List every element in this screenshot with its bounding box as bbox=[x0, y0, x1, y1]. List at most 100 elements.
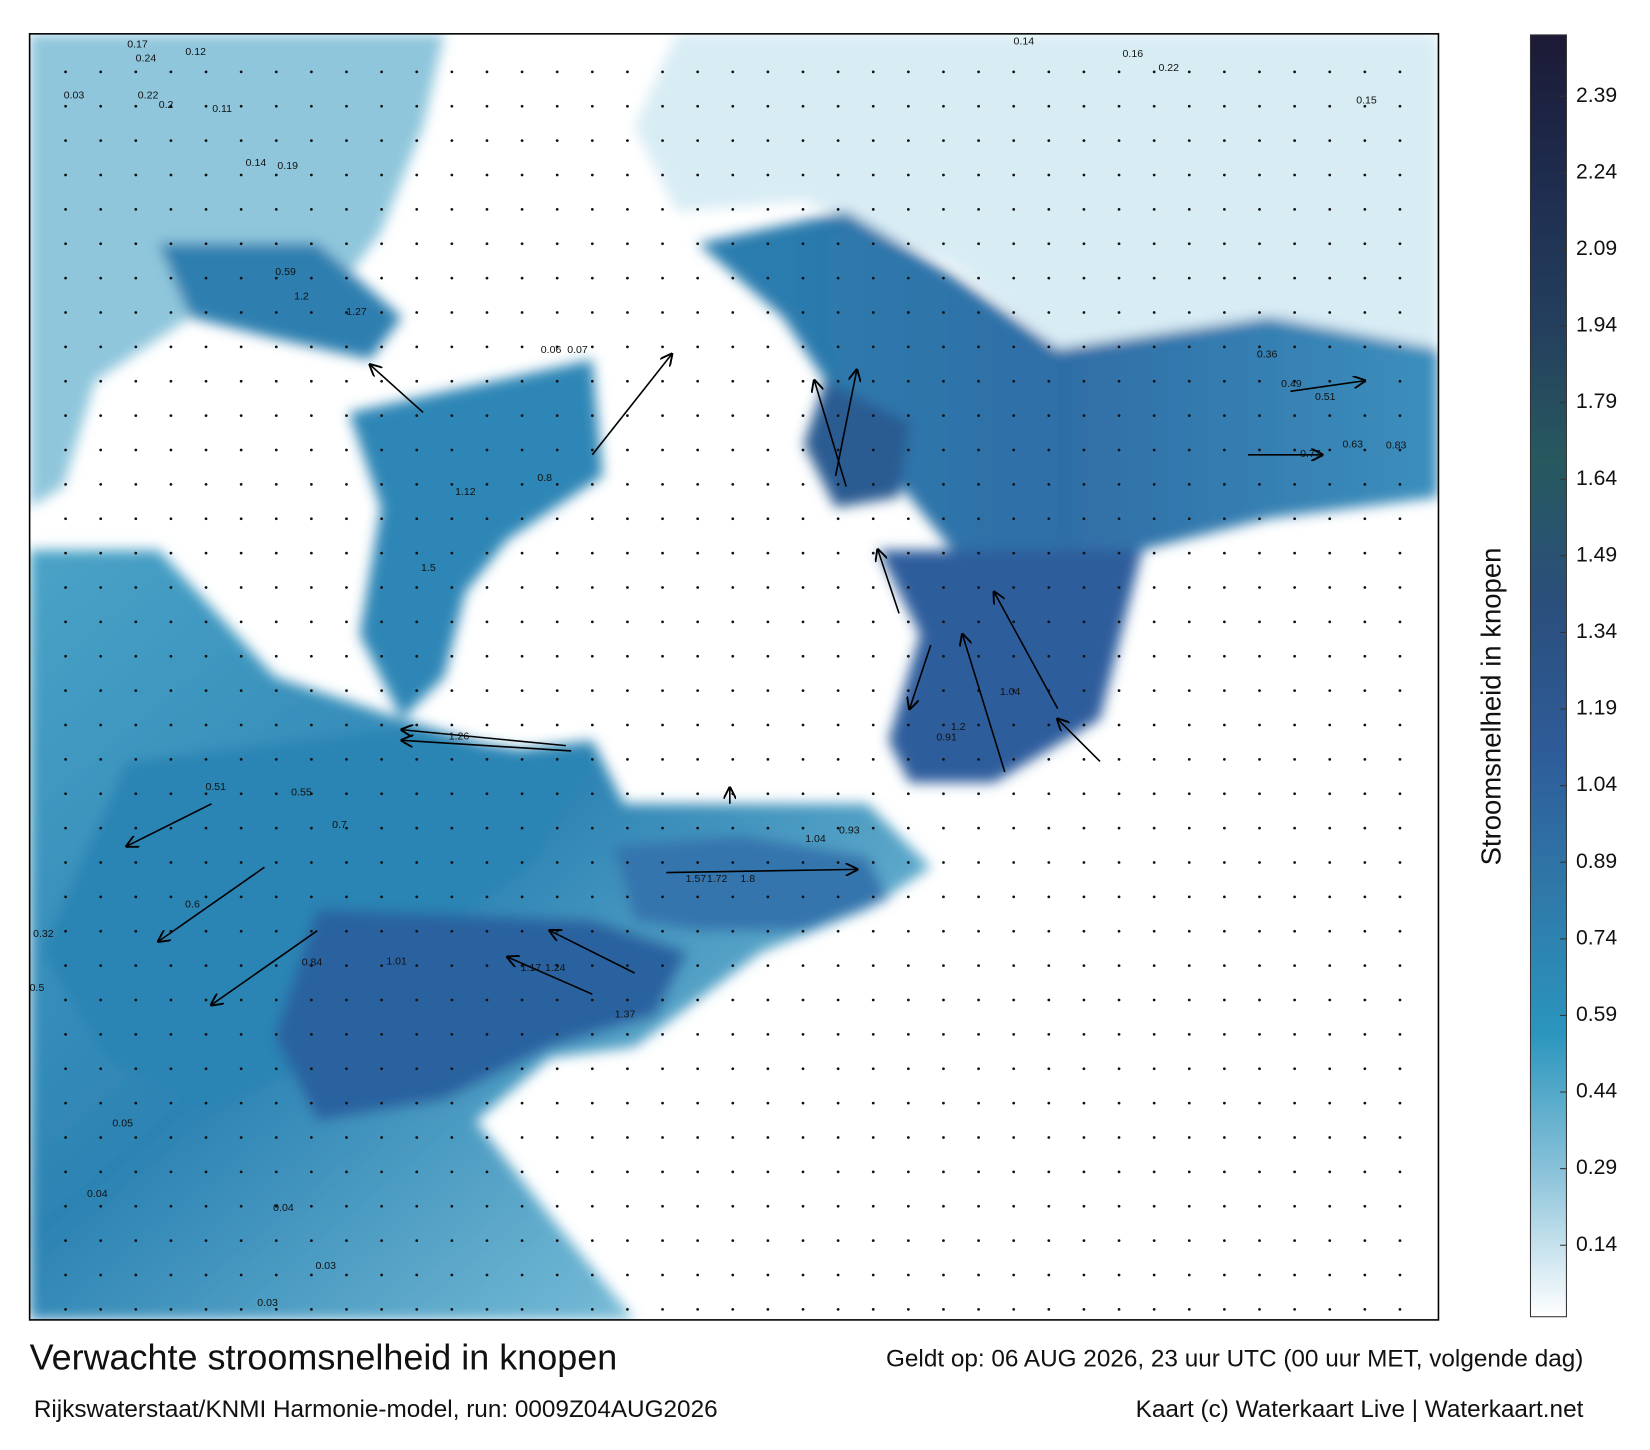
grid-dot bbox=[871, 723, 875, 727]
grid-dot bbox=[450, 792, 454, 796]
grid-dot bbox=[626, 379, 629, 383]
grid-dot bbox=[942, 173, 945, 177]
grid-dot bbox=[380, 895, 383, 899]
grid-dot bbox=[1258, 345, 1261, 349]
grid-dot bbox=[274, 757, 278, 761]
grid-dot bbox=[590, 723, 594, 727]
grid-dot bbox=[450, 448, 454, 452]
grid-dot bbox=[415, 689, 419, 693]
grid-dot bbox=[274, 208, 278, 211]
grid-dot bbox=[134, 826, 138, 830]
grid-dot bbox=[1328, 551, 1332, 555]
grid-dot bbox=[415, 757, 419, 761]
grid-dot bbox=[520, 70, 524, 74]
grid-dot bbox=[169, 895, 173, 899]
grid-dot bbox=[555, 1101, 559, 1105]
grid-dot bbox=[204, 139, 208, 143]
grid-dot bbox=[204, 242, 208, 246]
current-arrow bbox=[508, 957, 593, 995]
grid-dot bbox=[1363, 895, 1367, 899]
map-title: Verwachte stroomsnelheid in knopen bbox=[30, 1337, 618, 1378]
grid-dot bbox=[1328, 139, 1332, 143]
grid-dot bbox=[310, 379, 313, 383]
grid-dot bbox=[64, 276, 67, 280]
grid-dot bbox=[836, 448, 840, 452]
grid-dot bbox=[64, 242, 67, 246]
grid-dot bbox=[590, 242, 594, 246]
grid-dot bbox=[906, 1170, 910, 1174]
grid-dot bbox=[239, 1273, 243, 1277]
grid-dot bbox=[345, 586, 348, 589]
grid-dot bbox=[1082, 208, 1086, 211]
grid-dot bbox=[310, 276, 313, 280]
grid-dot bbox=[555, 792, 559, 796]
grid-dot bbox=[871, 242, 875, 246]
grid-dot bbox=[345, 689, 348, 693]
grid-dot bbox=[134, 1273, 138, 1277]
grid-dot bbox=[1117, 1204, 1121, 1208]
grid-dot bbox=[801, 517, 805, 521]
grid-dot bbox=[1328, 379, 1332, 383]
grid-dot bbox=[906, 1101, 910, 1105]
grid-dot bbox=[1012, 414, 1016, 418]
grid-dot bbox=[415, 895, 419, 899]
grid-dot bbox=[942, 242, 945, 246]
grid-dot bbox=[415, 1067, 419, 1071]
speed-label: 1.5 bbox=[421, 562, 436, 574]
grid-dot bbox=[977, 723, 980, 727]
grid-dot bbox=[1047, 723, 1051, 727]
grid-dot bbox=[1363, 1273, 1367, 1277]
grid-dot bbox=[204, 964, 208, 967]
grid-dot bbox=[1328, 1170, 1332, 1174]
grid-dot bbox=[380, 208, 383, 211]
grid-dot bbox=[134, 964, 138, 967]
grid-dot bbox=[520, 517, 524, 521]
grid-dot bbox=[942, 104, 945, 108]
grid-dot bbox=[1187, 173, 1191, 177]
grid-dot bbox=[1328, 1204, 1332, 1208]
grid-dot bbox=[766, 654, 770, 658]
grid-dot bbox=[731, 620, 735, 624]
grid-dot bbox=[1152, 276, 1156, 280]
grid-dot bbox=[204, 448, 208, 452]
grid-dot bbox=[1187, 689, 1191, 693]
grid-dot bbox=[731, 964, 735, 967]
grid-dot bbox=[836, 70, 840, 74]
grid-dot bbox=[871, 208, 875, 211]
grid-dot bbox=[836, 861, 840, 864]
grid-dot bbox=[1047, 654, 1051, 658]
grid-dot bbox=[977, 1101, 980, 1105]
grid-dot bbox=[661, 345, 664, 349]
grid-dot bbox=[590, 1101, 594, 1105]
grid-dot bbox=[977, 173, 980, 177]
grid-dot bbox=[485, 414, 489, 418]
grid-dot bbox=[766, 276, 770, 280]
grid-dot bbox=[169, 1273, 173, 1277]
grid-dot bbox=[1258, 311, 1261, 314]
grid-dot bbox=[310, 1101, 313, 1105]
grid-dot bbox=[1187, 723, 1191, 727]
grid-dot bbox=[380, 104, 383, 108]
grid-dot bbox=[169, 1307, 173, 1311]
grid-dot bbox=[836, 242, 840, 246]
grid-dot bbox=[766, 723, 770, 727]
grid-dot bbox=[99, 517, 103, 521]
grid-dot bbox=[1187, 276, 1191, 280]
grid-dot bbox=[239, 723, 243, 727]
speed-label: 1.26 bbox=[449, 730, 470, 742]
grid-dot bbox=[871, 964, 875, 967]
grid-dot bbox=[801, 70, 805, 74]
grid-dot bbox=[134, 654, 138, 658]
grid-dot bbox=[1047, 448, 1051, 452]
grid-dot bbox=[906, 620, 910, 624]
grid-dot bbox=[1047, 276, 1051, 280]
map-area: 0.170.120.240.03 0.220.2 0.110.14 0.190.591… bbox=[29, 33, 1439, 1320]
grid-dot bbox=[64, 1239, 67, 1242]
grid-dot bbox=[906, 964, 910, 967]
grid-dot bbox=[696, 1239, 700, 1242]
grid-dot bbox=[1398, 311, 1402, 314]
grid-dot bbox=[977, 1307, 980, 1311]
grid-dot bbox=[626, 1136, 629, 1139]
grid-dot bbox=[1363, 861, 1367, 864]
speed-label: 0.93 bbox=[839, 824, 860, 836]
